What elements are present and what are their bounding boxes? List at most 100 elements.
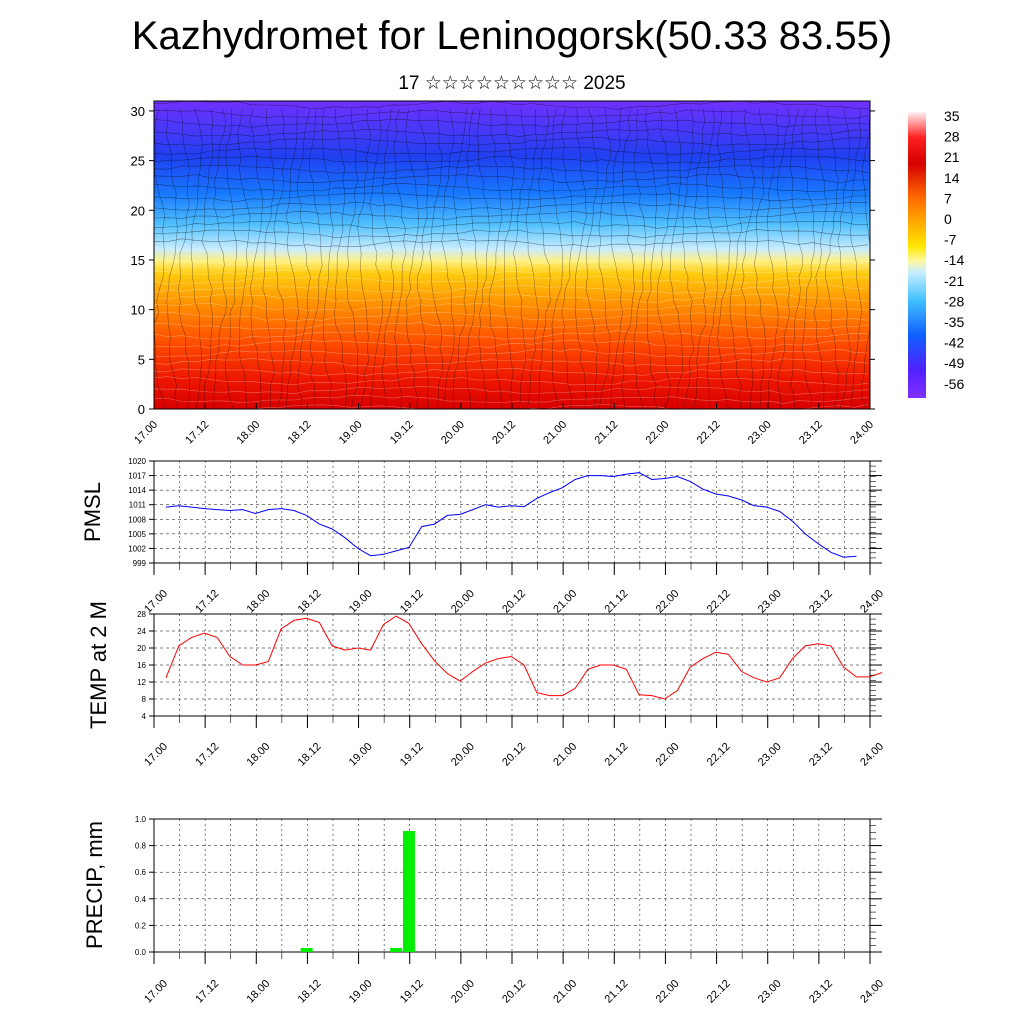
xs-y-tick-label: 20 [131,203,145,218]
precip-x-tick-label: 21.12 [602,978,630,1006]
pmsl-line [165,472,857,558]
precip-x-tick-label: 23.00 [756,978,784,1006]
xs-wind-line [550,108,564,409]
pmsl-y-tick-label: 999 [133,559,147,568]
precip-y-tick-label: 0.6 [135,868,147,877]
precip-x-tick-label: 22.12 [705,978,733,1006]
xs-wind-line [345,108,359,409]
xs-contour-line [154,118,869,128]
pmsl-axis-label: PMSL [80,482,105,542]
pmsl-x-tick-label: 20.12 [500,588,528,616]
xs-contour-line [154,386,869,395]
temp-x-tick-label: 22.00 [654,741,682,769]
pmsl-y-tick-label: 1014 [128,486,146,495]
pmsl-x-tick-label: 20.00 [449,588,477,616]
pmsl-x-tick-label: 17.00 [142,588,170,616]
xs-wind-line [693,108,706,409]
xs-wind-line [213,108,228,409]
xs-wind-line [504,108,515,409]
pmsl-y-tick-label: 1008 [128,515,146,524]
colorbar-label: 35 [944,108,960,124]
xs-wind-line [610,108,623,409]
xs-contour-line [154,293,869,303]
xs-contour-line [154,376,869,386]
xs-x-tick-label: 23.12 [797,419,825,447]
xs-wind-line [357,108,371,409]
xs-wind-line [561,108,574,409]
colorbar-label: -28 [944,293,964,309]
xs-wind-line [452,108,467,409]
temp-y-tick-label: 28 [137,610,146,619]
xs-contour-line [154,101,869,110]
precip-axis-label: PRECIP, mm [82,821,107,949]
xs-contour-line [154,322,869,330]
xs-wind-line [369,108,383,409]
xs-wind-line [741,108,756,409]
xs-wind-line [682,108,695,409]
xs-y-tick-label: 10 [131,303,145,318]
xs-contour-line [154,284,869,294]
xs-x-tick-label: 20.12 [490,419,518,447]
xs-contour-line [154,302,869,312]
xs-y-tick-label: 0 [138,402,145,417]
cross-section-panel: 0 5 10 15 20 25 30 17.00 17.12 18.00 18.12 19.00 19… [131,100,876,447]
xs-x-tick-label: 20.00 [439,419,467,447]
xs-wind-line [201,108,214,409]
xs-wind-line [585,108,599,409]
chart-subtitle: 17 ☆☆☆☆☆☆☆☆☆ 2025 [398,73,626,94]
xs-contour-line [154,247,869,257]
xs-contour-line [154,173,869,184]
xs-x-tick-label: 23.00 [746,419,774,447]
xs-y-tick-label: 30 [131,104,145,119]
xs-wind-line [657,108,672,409]
xs-wind-line [513,108,527,409]
colorbar-label: -56 [944,376,964,392]
xs-x-tick-label: 17.00 [132,419,160,447]
xs-wind-line [813,108,827,409]
temp-panel: 4 8 12 16 20 24 28 17.00 17.12 18.00 18.12 19.00 19.… [86,601,886,769]
xs-y-tick-label: 15 [131,253,145,268]
colorbar-label: 0 [944,211,952,227]
temp-y-tick-label: 16 [137,661,146,670]
precip-bar [402,830,415,952]
xs-contour-line [154,330,869,340]
colorbar-label: -7 [944,232,957,248]
temp-y-tick-label: 12 [137,678,146,687]
colorbar-label: 7 [944,190,952,206]
xs-wind-line [441,108,455,409]
xs-contour-line [154,275,869,285]
xs-wind-line [669,108,683,409]
xs-wind-line [754,108,767,409]
xs-wind-line [177,108,190,409]
cross-section-streamlines [154,101,870,409]
pmsl-y-tick-label: 1020 [128,457,146,466]
temp-x-tick-label: 23.12 [807,741,835,769]
xs-wind-line [190,108,203,409]
xs-wind-line [849,108,862,409]
temp-x-tick-label: 21.00 [551,741,579,769]
xs-contour-line [154,210,869,220]
xs-wind-line [273,108,287,409]
temp-x-tick-label: 17.00 [142,741,170,769]
xs-wind-line [705,108,718,409]
xs-contour-line [154,137,869,146]
precip-y-tick-label: 0.0 [135,948,147,957]
temp-x-tick-label: 19.00 [347,741,375,769]
temp-x-tick-label: 20.12 [500,741,528,769]
colorbar-label: 21 [944,149,960,165]
colorbar-label: -42 [944,335,964,351]
pmsl-panel: 999 1002 1005 1008 1011 1014 1017 1020 17.00 17.1… [80,457,886,616]
precip-y-tick-label: 0.4 [135,895,147,904]
precip-x-tick-label: 18.00 [244,978,272,1006]
xs-wind-line [716,108,731,409]
xs-x-tick-label: 22.00 [644,419,672,447]
xs-contour-line [154,266,869,275]
precip-bar [300,948,313,952]
xs-contour-line [154,192,868,202]
temp-axis-label: TEMP at 2 M [86,601,111,729]
xs-wind-line [165,108,179,409]
xs-contour-line [154,339,869,349]
xs-contour-line [154,109,869,119]
precip-bar [390,948,403,952]
xs-wind-line [489,108,503,409]
